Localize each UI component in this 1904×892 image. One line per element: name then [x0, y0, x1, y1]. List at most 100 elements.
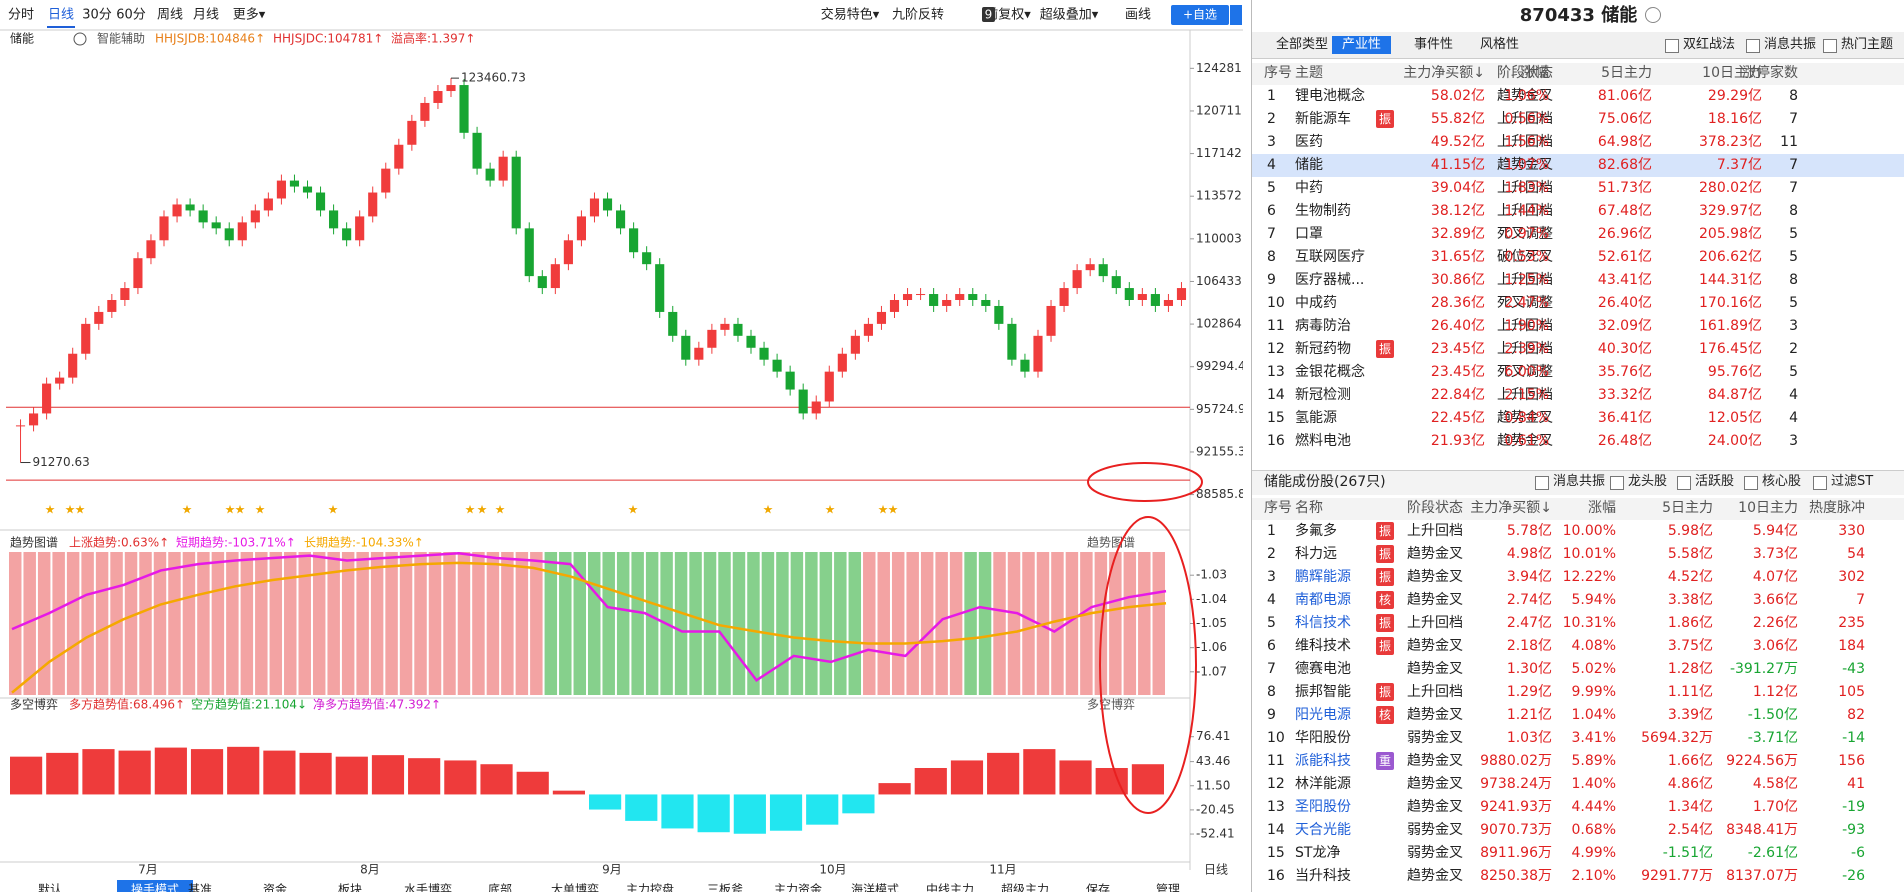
type-tab[interactable]: 产业性 — [1332, 36, 1392, 54]
bottom-tab[interactable]: 主力资金 — [774, 882, 822, 892]
trend-column — [689, 552, 702, 695]
amount-10d: 205.98亿 — [1699, 226, 1762, 242]
state: 趋势金叉 — [1407, 707, 1463, 723]
table-header-bg — [1252, 63, 1904, 85]
type-tab[interactable]: 风格性 — [1480, 37, 1520, 52]
tool-button[interactable]: 画线 — [1125, 8, 1151, 23]
game-bar — [299, 752, 332, 795]
change: 1.07% — [1504, 157, 1549, 173]
add-button[interactable]: +自选 — [1183, 8, 1217, 22]
amount-5d: 1.66亿 — [1667, 753, 1713, 769]
y-tick-label: 106433.5 — [1196, 274, 1243, 288]
pane-indicator: 多方趋势值:68.496↑ — [69, 697, 185, 712]
bottom-tab[interactable]: 板块 — [338, 883, 362, 892]
bottom-tab[interactable]: 水手博弈 — [404, 882, 452, 892]
checkbox[interactable] — [1610, 476, 1624, 490]
bottom-tab[interactable]: 超级主力 — [1001, 882, 1049, 892]
change: 1.90% — [1504, 318, 1549, 334]
checkbox[interactable] — [1677, 476, 1691, 490]
bottom-tab[interactable]: 基准 — [188, 883, 212, 892]
column-header: 涨停家数 — [1742, 65, 1798, 81]
state: 趋势金叉 — [1497, 433, 1553, 449]
star-icon: ★ — [235, 503, 246, 517]
checkbox[interactable] — [1823, 39, 1837, 53]
state: 趋势金叉 — [1407, 868, 1463, 884]
checkbox[interactable] — [1746, 39, 1760, 53]
bottom-tab[interactable]: 资金 — [263, 882, 287, 892]
checkbox[interactable] — [1744, 476, 1758, 490]
checkbox[interactable] — [1665, 39, 1679, 53]
y-tick-label: 124281.3 — [1196, 61, 1243, 75]
amount-10d: 7.37亿 — [1716, 157, 1762, 173]
candle — [42, 383, 52, 414]
column-header: 涨幅 — [1521, 65, 1549, 81]
bottom-tab[interactable]: 底部 — [488, 882, 512, 892]
trend-column — [124, 552, 138, 695]
period-tab[interactable]: 日线 — [48, 8, 74, 23]
bottom-tab[interactable]: 中线主力 — [926, 882, 974, 892]
period-tab[interactable]: 分时 — [8, 8, 34, 23]
bottom-tab[interactable]: 大单博弈 — [551, 882, 599, 892]
change: 6.00% — [1504, 364, 1549, 380]
bottom-tab[interactable]: 主力控盘 — [626, 882, 674, 892]
bottom-tab[interactable]: 操手模式 — [131, 882, 179, 892]
period-tab[interactable]: 60分 — [116, 8, 146, 23]
checkbox[interactable] — [1535, 476, 1549, 490]
column-header: 热度脉冲 — [1809, 500, 1865, 516]
candle — [394, 144, 404, 169]
state: 趋势金叉 — [1407, 546, 1463, 562]
amount-10d: 2.26亿 — [1752, 615, 1798, 631]
stock-name: 德赛电池 — [1295, 661, 1351, 677]
assist-icon — [73, 32, 87, 46]
pane-indicator: 上涨趋势:0.63%↑ — [69, 535, 169, 550]
theme-name: 新冠检测 — [1295, 387, 1351, 403]
trend-column — [631, 552, 644, 695]
period-tab[interactable]: 30分 — [82, 8, 112, 23]
game-bar — [914, 767, 947, 795]
candle — [211, 222, 221, 229]
change: 10.31% — [1562, 615, 1616, 631]
amount: 39.04亿 — [1430, 180, 1485, 196]
candle — [342, 228, 352, 241]
candle — [1176, 288, 1187, 300]
row-number: 12 — [1267, 776, 1285, 792]
bottom-tab[interactable]: 海洋模式 — [851, 882, 899, 892]
game-bar — [589, 794, 622, 810]
tag: 核 — [1376, 591, 1394, 609]
bottom-tab[interactable]: 保存 — [1086, 883, 1110, 892]
tool-button[interactable]: 超级叠加▾ — [1040, 8, 1099, 23]
tool-button[interactable]: 九阶反转 — [892, 8, 944, 23]
star-icon: ★ — [65, 503, 76, 517]
bottom-tab[interactable]: 管理 — [1156, 882, 1180, 892]
state: 弱势金叉 — [1407, 822, 1463, 838]
period-tab[interactable]: 更多▾ — [233, 7, 266, 23]
row-number: 15 — [1267, 845, 1285, 861]
x-tick-label: 7月 — [138, 863, 158, 877]
y-tick-label: 11.50 — [1196, 778, 1230, 792]
game-bar — [480, 764, 513, 795]
star-icon: ★ — [878, 503, 889, 517]
row-number: 14 — [1267, 822, 1285, 838]
row-number: 16 — [1267, 868, 1285, 884]
tool-button[interactable]: 前复权▾ — [985, 7, 1031, 23]
period-tab[interactable]: 月线 — [193, 8, 219, 23]
bottom-tab[interactable]: 三板斧 — [707, 883, 743, 892]
candle — [1046, 305, 1056, 336]
checkbox[interactable] — [1813, 476, 1827, 490]
row-number: 11 — [1267, 753, 1285, 769]
period-tab[interactable]: 周线 — [157, 8, 183, 23]
amount-10d: 3.66亿 — [1752, 592, 1798, 608]
amount-10d: 12.05亿 — [1707, 410, 1762, 426]
row-number: 13 — [1267, 799, 1285, 815]
theme-name: 中药 — [1295, 180, 1323, 196]
column-header: 主力净买额↓ — [1470, 500, 1552, 516]
theme-name: 锂电池概念 — [1295, 88, 1365, 104]
bottom-tab[interactable]: 默认 — [38, 882, 62, 892]
heat: 156 — [1838, 753, 1865, 769]
tool-button[interactable]: 交易特色▾ — [821, 7, 880, 23]
panel-title: 870433 储能 — [1519, 5, 1638, 26]
type-tab[interactable]: 事件性 — [1414, 37, 1454, 52]
row-number: 1 — [1267, 523, 1276, 539]
row-number: 6 — [1267, 638, 1276, 654]
type-tab[interactable]: 全部类型 — [1276, 37, 1329, 52]
